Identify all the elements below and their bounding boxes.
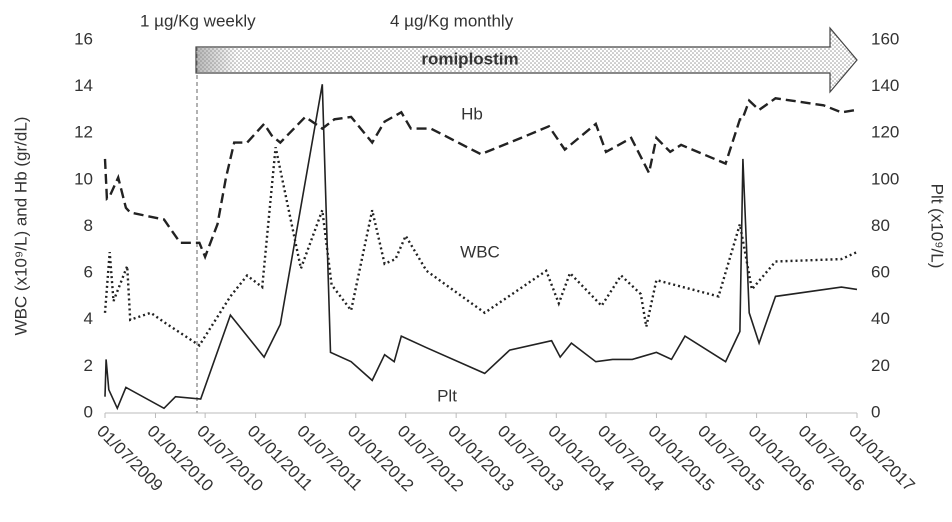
y-tick-label: 0 [84,402,93,421]
y2-tick-label: 80 [871,216,890,235]
series-line [103,97,858,261]
y2-tick-label: 100 [871,169,899,188]
y2-axis-label: Plt (x10⁹/L) [928,184,947,269]
series-line [103,146,858,348]
series-label: Plt [437,386,457,405]
series-label: Hb [461,104,483,123]
annotation: 4 µg/Kg monthly [390,11,514,30]
treatment-arrow [195,26,858,94]
y-tick-label: 14 [74,76,93,95]
annotation: romiplostim [421,49,518,68]
y-tick-label: 12 [74,123,93,142]
y-tick-label: 10 [74,169,93,188]
y-tick-label: 8 [84,216,93,235]
y-tick-label: 4 [84,309,93,328]
y2-tick-label: 0 [871,402,880,421]
y2-tick-label: 140 [871,76,899,95]
y-tick-label: 6 [84,263,93,282]
arrow-shade [197,48,237,72]
series-line [104,84,858,411]
annotation: 1 µg/Kg weekly [140,11,256,30]
y2-tick-label: 60 [871,263,890,282]
y-tick-label: 2 [84,356,93,375]
y2-tick-label: 120 [871,123,899,142]
y-tick-label: 16 [74,29,93,48]
y-axis-label: WBC (x10⁹/L) and Hb (gr/dL) [11,117,30,336]
y2-tick-label: 20 [871,356,890,375]
series-label: WBC [460,242,500,261]
y2-tick-label: 40 [871,309,890,328]
y2-tick-label: 160 [871,29,899,48]
